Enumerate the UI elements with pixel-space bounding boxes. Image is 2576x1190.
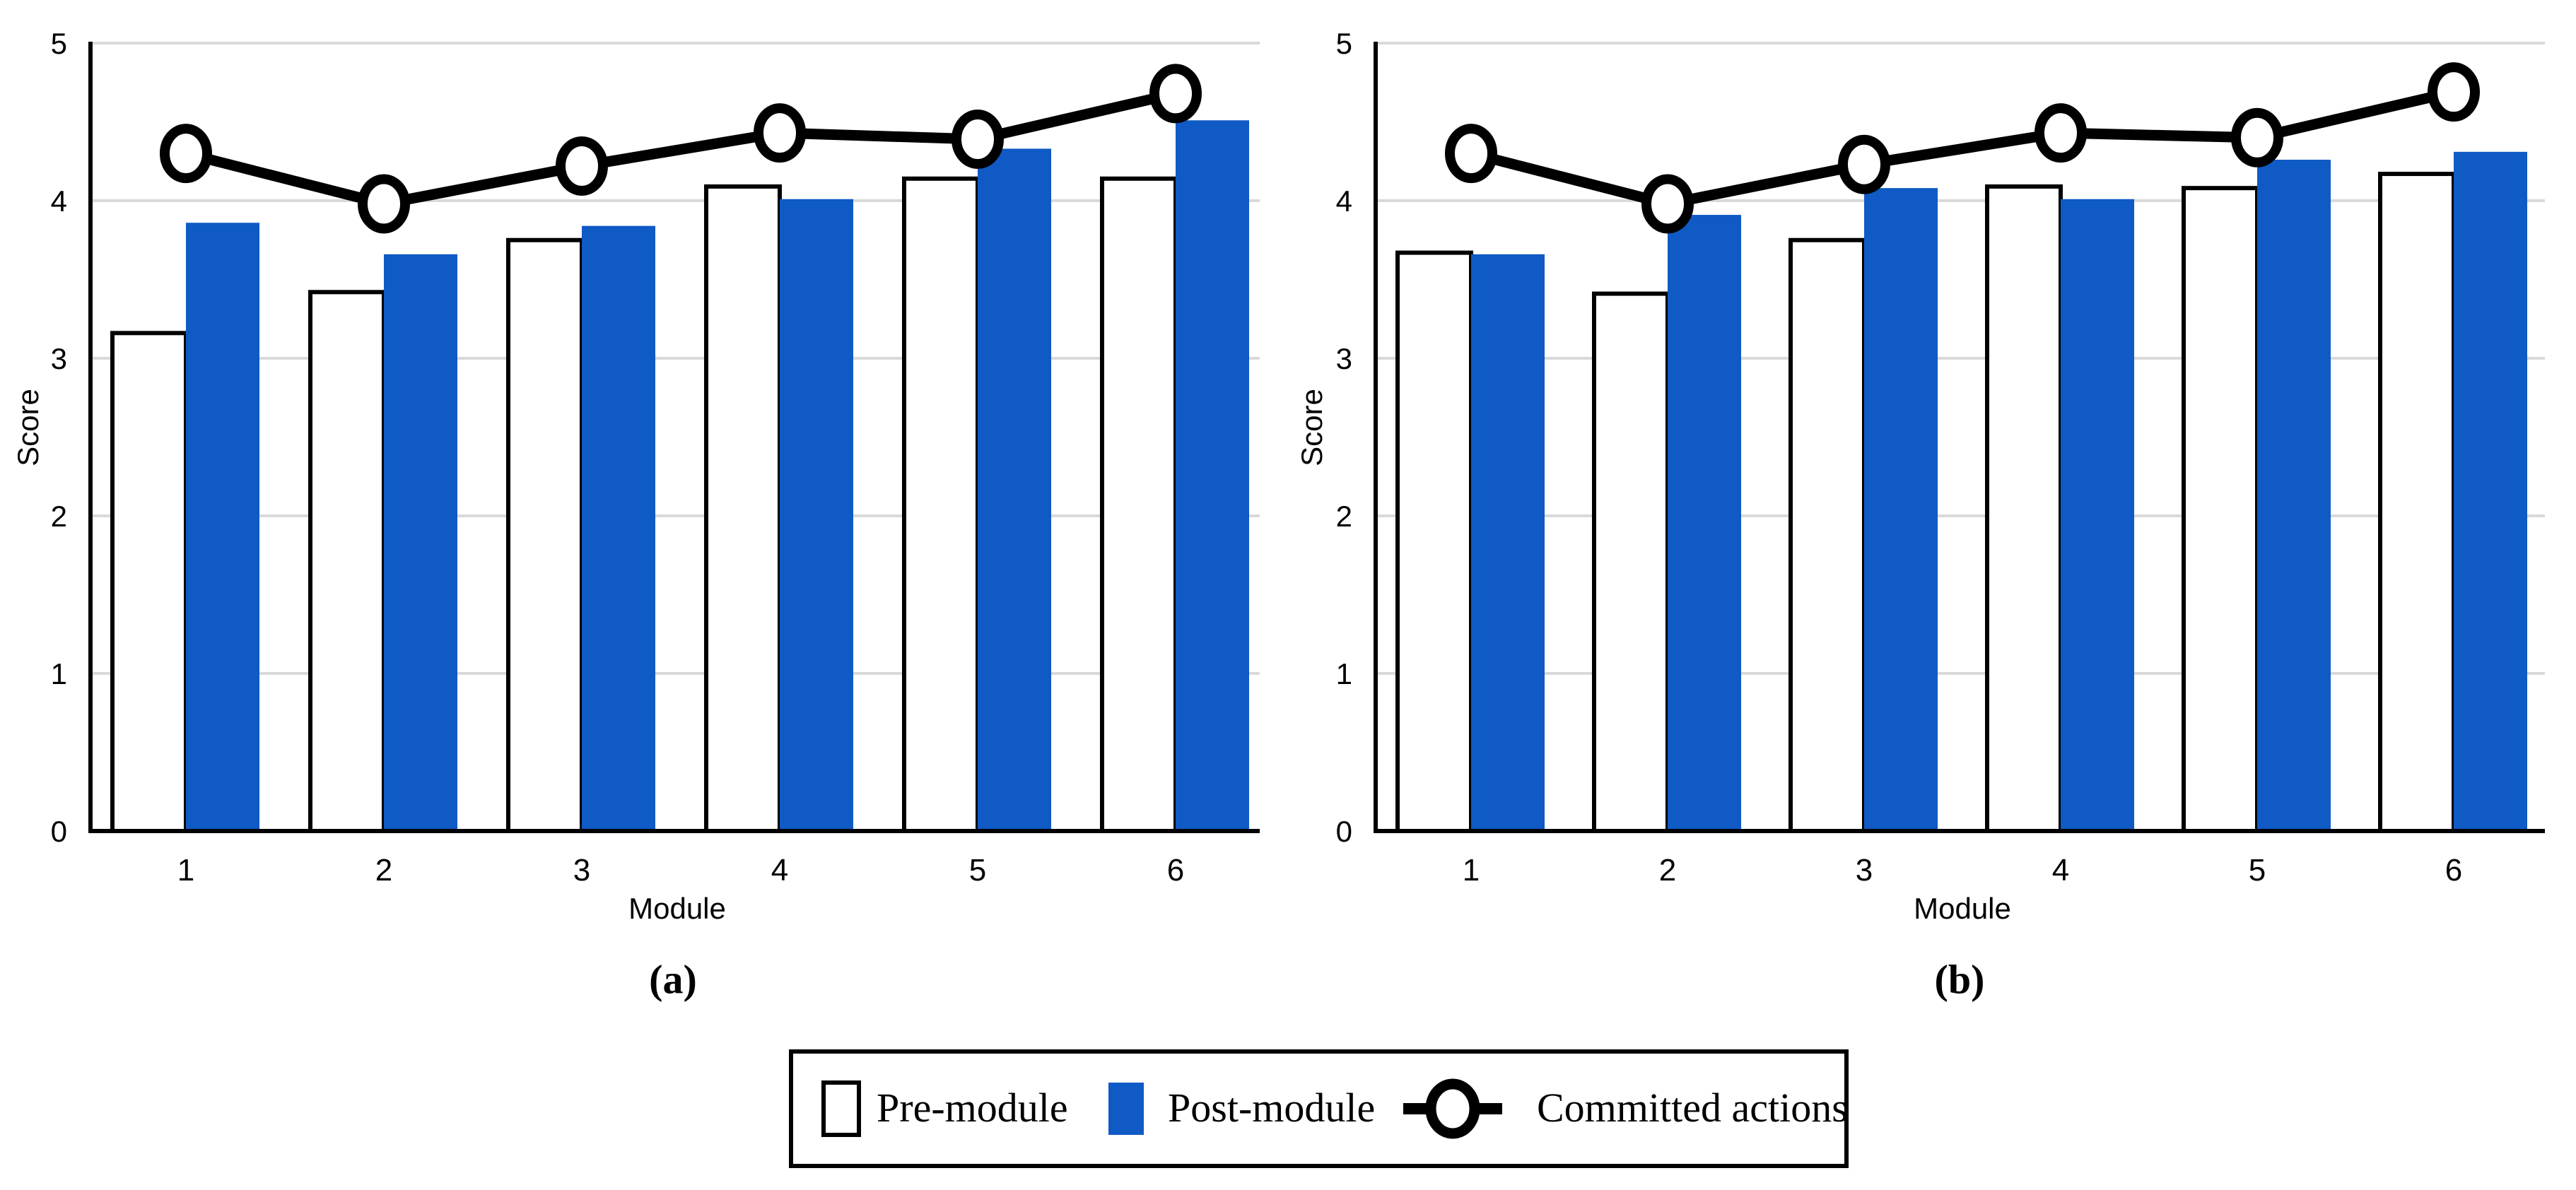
bar-post-module (1176, 120, 1249, 831)
legend-label-pre-module: Pre-module (877, 1084, 1068, 1131)
legend-swatch-post-module (1108, 1083, 1144, 1135)
x-tick-label: 6 (2445, 853, 2462, 888)
committed-actions-marker (754, 103, 806, 163)
committed-actions-marker (1838, 134, 1890, 194)
x-tick-label: 4 (771, 853, 788, 888)
panel-b: 0 1 2 3 4 5 1 2 3 4 5 6 (1336, 27, 2545, 888)
x-axis-title-panel-a: Module (628, 892, 726, 925)
bar-post-module (1471, 254, 1545, 831)
panel-caption-b: (b) (1934, 956, 1985, 1003)
legend-label-post-module: Post-module (1168, 1084, 1376, 1131)
bar-post-module (2061, 199, 2134, 831)
y-tick-label: 5 (1336, 27, 1352, 60)
committed-actions-marker (1641, 174, 1694, 234)
bar-pre-module (2182, 186, 2259, 834)
bar-post-module (384, 254, 457, 831)
bar-pre-module (2378, 172, 2456, 833)
legend-box (789, 1049, 1849, 1168)
x-tick-label: 2 (1659, 853, 1676, 888)
y-tick-label: 4 (51, 184, 67, 218)
y-tick-label: 2 (51, 500, 67, 533)
committed-actions-line (185, 88, 1177, 210)
bar-post-module (780, 199, 853, 831)
y-tick-label: 1 (1336, 657, 1352, 690)
x-tick-label: 5 (969, 853, 986, 888)
y-tick-label: 4 (1336, 184, 1352, 218)
x-tick-label: 1 (177, 853, 194, 888)
bar-post-module (2454, 151, 2527, 831)
y-tick-label: 2 (1336, 500, 1352, 533)
y-axis-title-panel-a: Score (11, 389, 45, 466)
bar-pre-module (902, 176, 980, 833)
bar-pre-module (110, 331, 188, 833)
committed-actions-marker (2231, 107, 2283, 167)
bar-pre-module (704, 184, 782, 833)
bar-post-module (582, 225, 655, 831)
bar-post-module (2257, 160, 2331, 831)
y-tick-label: 1 (51, 657, 67, 690)
y-tick-label: 3 (51, 342, 67, 375)
y-tick-label: 0 (1336, 815, 1352, 848)
committed-actions-marker (358, 174, 410, 234)
committed-actions-marker (952, 110, 1004, 170)
x-axis-title-panel-b: Module (1914, 892, 2011, 925)
bar-post-module (1864, 188, 1938, 831)
bar-pre-module (1788, 237, 1866, 833)
y-axis-title-panel-b: Score (1295, 389, 1328, 466)
y-tick-label: 3 (1336, 342, 1352, 375)
x-tick-label: 4 (2052, 853, 2069, 888)
bar-pre-module (1100, 176, 1178, 833)
committed-actions-marker (556, 136, 608, 196)
legend (789, 1049, 1849, 1168)
committed-actions-line (1470, 86, 2455, 210)
committed-actions-marker (1445, 124, 1497, 184)
x-tick-label: 3 (1856, 853, 1873, 888)
y-tick-label: 5 (51, 27, 67, 60)
bar-post-module (978, 148, 1051, 831)
x-tick-label: 5 (2249, 853, 2266, 888)
legend-marker-committed-actions-icon (1425, 1078, 1480, 1139)
bar-pre-module (308, 290, 386, 833)
bar-pre-module (1985, 184, 2063, 833)
bar-post-module (186, 223, 259, 832)
x-tick-label: 6 (1167, 853, 1184, 888)
x-tick-label: 3 (573, 853, 590, 888)
committed-actions-marker (2035, 103, 2087, 163)
y-tick-label: 0 (51, 815, 67, 848)
bar-pre-module (1395, 250, 1473, 833)
committed-actions-marker (2428, 62, 2480, 122)
bar-pre-module (506, 237, 584, 833)
committed-actions-marker (1149, 64, 1202, 124)
bar-pre-module (1592, 291, 1670, 833)
committed-actions-marker (160, 124, 212, 184)
legend-label-committed-actions: Committed actions (1537, 1084, 1848, 1131)
panel-a: 0 1 2 3 4 5 1 2 3 4 5 6 (51, 27, 1260, 888)
bar-post-module (1668, 215, 1741, 831)
x-tick-label: 2 (375, 853, 392, 888)
x-tick-label: 1 (1463, 853, 1480, 888)
legend-swatch-pre-module (821, 1080, 861, 1137)
panel-caption-a: (a) (649, 956, 697, 1003)
